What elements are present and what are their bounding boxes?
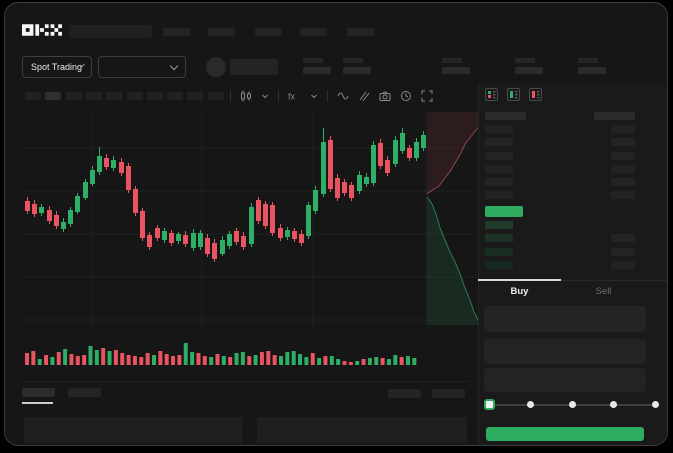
expand-icon[interactable] xyxy=(421,90,433,102)
orderbook-amount-cell[interactable] xyxy=(611,178,635,186)
app-window: Spot Trading fx xyxy=(4,2,668,446)
chart-tools: fx xyxy=(230,88,433,104)
orderbook-header-left xyxy=(485,112,526,120)
slider-handle[interactable] xyxy=(483,398,495,410)
wave-line-icon[interactable] xyxy=(337,90,349,102)
orderbook-amount-cell[interactable] xyxy=(611,165,635,173)
slider-stop-dot[interactable] xyxy=(527,400,534,408)
stat-label-placeholder xyxy=(515,58,535,63)
candle-style-icon[interactable] xyxy=(240,90,252,102)
stat-value-placeholder xyxy=(303,67,331,74)
coin-avatar xyxy=(206,57,226,77)
orderbook-header-right xyxy=(594,112,635,120)
active-tab-underline xyxy=(22,402,53,404)
orderbook-price-cell[interactable] xyxy=(485,165,513,173)
nav-item-placeholder[interactable] xyxy=(208,28,235,36)
timeframe-button[interactable] xyxy=(146,92,163,100)
timeframe-button[interactable] xyxy=(65,92,82,100)
nav-item-placeholder[interactable] xyxy=(255,28,282,36)
tab-buy[interactable]: Buy xyxy=(510,285,529,297)
nav-item-placeholder[interactable] xyxy=(163,28,190,36)
market-type-label: Spot Trading xyxy=(31,62,83,72)
order-input-field[interactable] xyxy=(484,339,646,364)
stat-label-placeholder xyxy=(303,58,323,63)
stat-value-placeholder xyxy=(578,67,606,74)
last-price-indicator[interactable] xyxy=(485,206,523,217)
timeframe-button[interactable] xyxy=(187,92,204,100)
divider xyxy=(230,90,231,102)
orderbook-bid-cell[interactable] xyxy=(485,261,513,269)
camera-icon[interactable] xyxy=(379,90,391,102)
orderbook-price-cell[interactable] xyxy=(485,138,513,146)
divider xyxy=(278,90,279,102)
history-tab[interactable] xyxy=(68,388,101,397)
timeframe-button[interactable] xyxy=(85,92,102,100)
search-bar-placeholder[interactable] xyxy=(70,25,152,38)
stat-value-placeholder xyxy=(343,67,371,74)
chevron-down-icon[interactable] xyxy=(261,92,269,100)
orderbook-view-switcher xyxy=(485,88,542,101)
orderbook-amount-cell[interactable] xyxy=(611,248,635,256)
book-bids-icon[interactable] xyxy=(507,88,520,101)
buy-tab-indicator xyxy=(478,279,561,281)
orderbook-bid-cell[interactable] xyxy=(485,221,513,229)
slider-stop-dot[interactable] xyxy=(651,400,659,408)
nav-item-placeholder[interactable] xyxy=(347,28,374,36)
stat-value-placeholder xyxy=(515,67,543,74)
chevron-down-icon[interactable] xyxy=(310,92,318,100)
orderbook-amount-cell[interactable] xyxy=(611,191,635,199)
stat-value-placeholder xyxy=(442,67,470,74)
clock-icon[interactable] xyxy=(400,90,412,102)
market-type-dropdown[interactable]: Spot Trading xyxy=(22,56,92,78)
stat-label-placeholder xyxy=(578,58,598,63)
stat-label-placeholder xyxy=(442,58,462,63)
orders-tab-active[interactable] xyxy=(22,388,55,397)
orderbook-price-cell[interactable] xyxy=(485,125,513,133)
buy-submit-button[interactable] xyxy=(486,427,644,441)
timeframe-button[interactable] xyxy=(207,92,224,100)
divider xyxy=(20,381,470,382)
book-both-icon[interactable] xyxy=(485,88,498,101)
pair-name-placeholder xyxy=(230,59,278,75)
orderbook-amount-cell[interactable] xyxy=(611,152,635,160)
orderbook-bid-cell[interactable] xyxy=(485,248,513,256)
book-asks-icon[interactable] xyxy=(529,88,542,101)
tabbar-divider xyxy=(478,280,667,281)
chevron-down-icon xyxy=(169,61,179,70)
orders-action-button[interactable] xyxy=(388,389,421,398)
timeframe-button[interactable] xyxy=(45,92,62,100)
tab-sell[interactable]: Sell xyxy=(595,285,612,297)
slider-stop-dot[interactable] xyxy=(568,400,576,408)
orderbook-price-cell[interactable] xyxy=(485,191,513,199)
orderbook-price-cell[interactable] xyxy=(485,152,513,160)
divider xyxy=(327,90,328,102)
pair-selector-dropdown[interactable] xyxy=(98,56,186,78)
timeframe-button[interactable] xyxy=(167,92,184,100)
timeframe-button[interactable] xyxy=(106,92,123,100)
order-input-field[interactable] xyxy=(484,368,646,392)
price-chart[interactable] xyxy=(5,3,667,445)
okx-logo[interactable] xyxy=(22,24,62,36)
order-input-field[interactable] xyxy=(484,306,646,332)
timeframe-button[interactable] xyxy=(126,92,143,100)
orders-table-placeholder xyxy=(257,417,467,443)
orderbook-amount-cell[interactable] xyxy=(611,261,635,269)
fx-indicator-icon[interactable]: fx xyxy=(288,90,301,102)
slider-stop-dot[interactable] xyxy=(610,400,617,408)
orderbook-bid-cell[interactable] xyxy=(485,234,513,242)
timeframe-button[interactable] xyxy=(25,92,41,100)
nav-item-placeholder[interactable] xyxy=(300,28,327,36)
orderbook-price-cell[interactable] xyxy=(485,178,513,186)
stat-label-placeholder xyxy=(343,58,363,63)
orders-table-placeholder xyxy=(24,417,242,443)
orderbook-amount-cell[interactable] xyxy=(611,125,635,133)
orderbook-amount-cell[interactable] xyxy=(611,138,635,146)
parallel-lines-icon[interactable] xyxy=(358,90,370,102)
orders-action-button[interactable] xyxy=(432,389,465,398)
svg-text:fx: fx xyxy=(288,92,296,102)
orderbook-amount-cell[interactable] xyxy=(611,234,635,242)
